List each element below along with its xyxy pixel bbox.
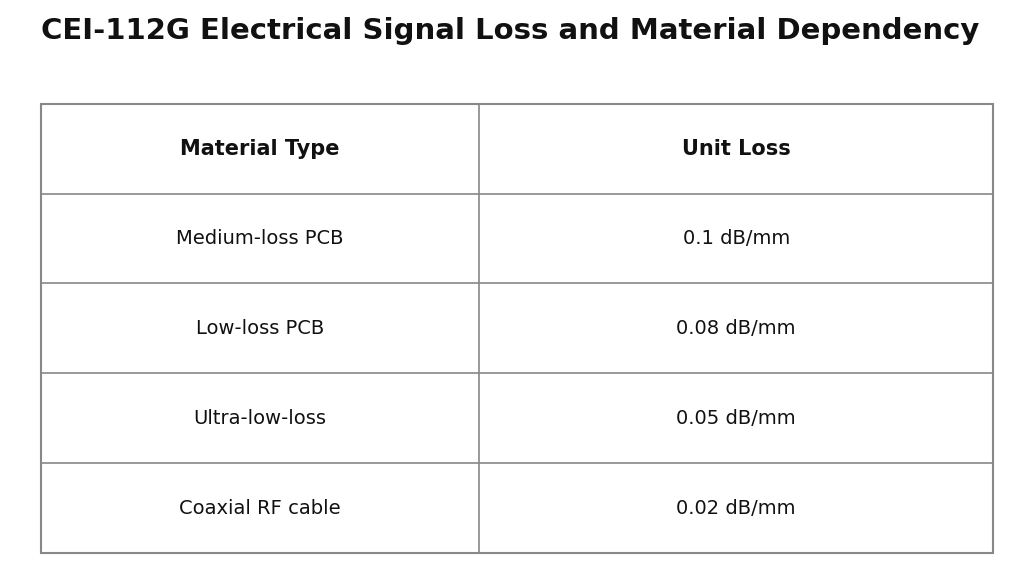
Text: Material Type: Material Type [180,139,340,158]
Text: CEI-112G Electrical Signal Loss and Material Dependency: CEI-112G Electrical Signal Loss and Mate… [41,17,979,46]
Text: 0.05 dB/mm: 0.05 dB/mm [676,409,796,427]
Text: Low-loss PCB: Low-loss PCB [196,319,325,338]
Text: Coaxial RF cable: Coaxial RF cable [179,499,341,517]
Text: Unit Loss: Unit Loss [682,139,791,158]
Text: 0.08 dB/mm: 0.08 dB/mm [677,319,796,338]
Text: Ultra-low-loss: Ultra-low-loss [194,409,327,427]
Bar [41,104,993,553]
Text: Medium-loss PCB: Medium-loss PCB [176,229,344,248]
Text: 0.1 dB/mm: 0.1 dB/mm [683,229,790,248]
Text: 0.02 dB/mm: 0.02 dB/mm [677,499,796,517]
